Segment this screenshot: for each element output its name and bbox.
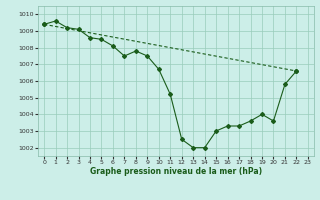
X-axis label: Graphe pression niveau de la mer (hPa): Graphe pression niveau de la mer (hPa) [90,167,262,176]
